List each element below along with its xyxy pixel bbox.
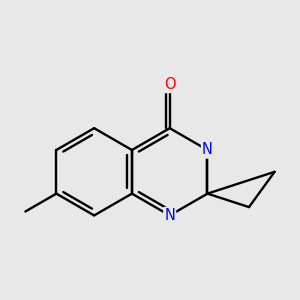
Text: N: N xyxy=(164,208,175,223)
Text: N: N xyxy=(202,142,213,158)
Text: O: O xyxy=(164,77,176,92)
